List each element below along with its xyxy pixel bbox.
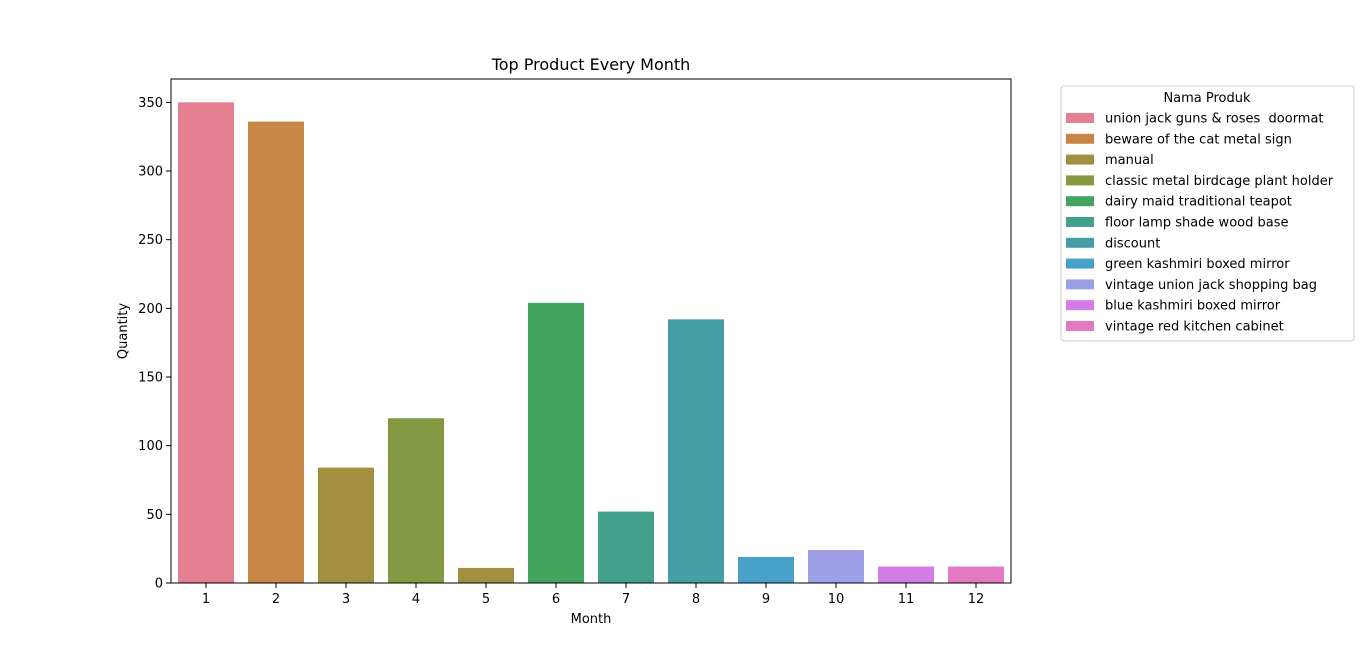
- x-axis-label: Month: [571, 612, 612, 627]
- bar-month-2: [248, 121, 304, 583]
- legend-swatch: [1066, 154, 1094, 165]
- legend-label: dairy maid traditional teapot: [1105, 195, 1292, 210]
- y-axis-ticks: 0 50 100 150 200 250 300 350: [138, 96, 171, 592]
- legend-swatch: [1066, 321, 1094, 331]
- legend-label: vintage union jack shopping bag: [1105, 278, 1317, 293]
- x-tick-label: 10: [828, 592, 845, 607]
- plot-frame: [170, 78, 1012, 584]
- legend-swatch: [1066, 175, 1094, 186]
- x-tick-label: 5: [482, 592, 490, 607]
- bar-month-4: [388, 418, 444, 583]
- legend-label: classic metal birdcage plant holder: [1105, 174, 1334, 189]
- legend-swatch: [1066, 300, 1094, 311]
- legend-label: union jack guns & roses doormat: [1105, 112, 1324, 127]
- y-tick-label: 0: [155, 577, 163, 592]
- legend-swatch: [1066, 113, 1094, 123]
- bar-month-6: [528, 302, 584, 583]
- bar-month-1: [178, 102, 234, 583]
- y-tick-label: 250: [138, 233, 163, 248]
- legend-swatch: [1066, 217, 1094, 227]
- x-tick-label: 12: [968, 592, 985, 607]
- legend-label: vintage red kitchen cabinet: [1105, 320, 1284, 335]
- x-tick-label: 4: [412, 592, 420, 607]
- bar-month-12: [948, 566, 1004, 583]
- y-tick-label: 150: [138, 371, 163, 386]
- y-tick-label: 300: [138, 165, 163, 180]
- bar-month-7: [598, 511, 654, 583]
- legend-label: floor lamp shade wood base: [1105, 216, 1288, 231]
- chart-title: Top Product Every Month: [491, 55, 691, 74]
- legend-swatch: [1066, 237, 1094, 248]
- x-tick-label: 9: [762, 592, 770, 607]
- x-tick-label: 2: [272, 592, 280, 607]
- legend-label: beware of the cat metal sign: [1105, 132, 1292, 147]
- legend-swatch: [1066, 279, 1094, 290]
- legend-swatch: [1066, 196, 1094, 207]
- x-tick-label: 11: [898, 592, 915, 607]
- legend: Nama Produk union jack guns & roses door…: [1060, 85, 1355, 342]
- y-axis-label: Quantity: [116, 303, 131, 359]
- y-tick-label: 200: [138, 302, 163, 317]
- bar-month-10: [808, 550, 864, 583]
- x-axis-ticks: 1 2 3 4 5 6 7 8 9 10 11 12: [202, 583, 984, 607]
- bar-month-11: [878, 566, 934, 583]
- legend-entries: union jack guns & roses doormat beware of…: [1066, 112, 1334, 335]
- x-tick-label: 8: [692, 592, 700, 607]
- legend-label: manual: [1105, 153, 1154, 168]
- legend-label: green kashmiri boxed mirror: [1105, 257, 1290, 272]
- bar-month-9: [738, 556, 794, 583]
- y-tick-label: 50: [146, 508, 163, 523]
- bars-group: [178, 102, 1004, 583]
- legend-frame: [1060, 85, 1355, 342]
- bar-month-5: [458, 567, 514, 583]
- legend-label: discount: [1105, 236, 1160, 251]
- y-tick-label: 100: [138, 439, 163, 454]
- y-tick-label: 350: [138, 96, 163, 111]
- legend-label: blue kashmiri boxed mirror: [1105, 299, 1281, 314]
- x-tick-label: 7: [622, 592, 630, 607]
- x-tick-label: 3: [342, 592, 350, 607]
- legend-title: Nama Produk: [1163, 91, 1251, 106]
- x-tick-label: 1: [202, 592, 210, 607]
- bar-month-8: [668, 319, 724, 583]
- legend-swatch: [1066, 133, 1094, 144]
- bar-month-3: [318, 467, 374, 583]
- legend-swatch: [1066, 258, 1094, 269]
- x-tick-label: 6: [552, 592, 560, 607]
